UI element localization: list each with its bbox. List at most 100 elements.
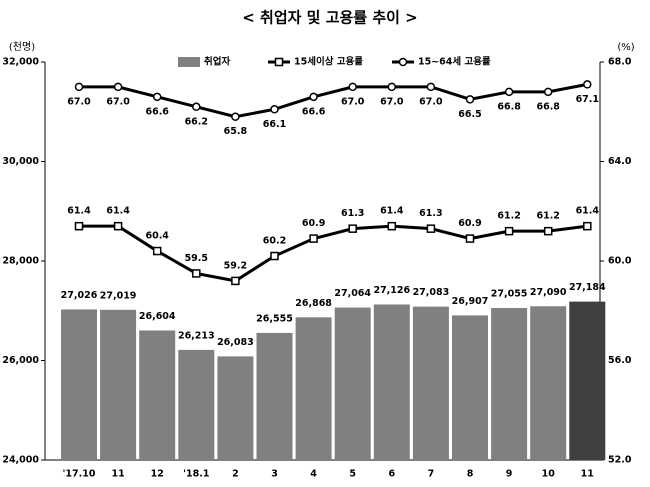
line-value-label: 59.5 [185, 253, 208, 264]
bar-value-label: 26,083 [217, 337, 254, 348]
line-value-label: 66.8 [536, 101, 560, 112]
marker [583, 221, 592, 231]
bar-value-label: 27,083 [413, 287, 450, 298]
line-value-label: 65.8 [224, 126, 248, 137]
marker [152, 246, 162, 256]
line-value-label: 60.9 [458, 218, 481, 229]
legend-marker [274, 57, 284, 67]
marker [583, 80, 592, 89]
line-value-label: 67.0 [341, 96, 365, 107]
marker [426, 224, 436, 233]
bar-value-label: 27,055 [491, 289, 528, 300]
y-tick-label: 26,000 [2, 355, 39, 366]
y-tick-label: 28,000 [2, 256, 39, 267]
line-value-label: 61.4 [67, 206, 91, 217]
bar-value-label: 27,184 [569, 282, 606, 293]
bar [217, 356, 254, 460]
marker [504, 87, 514, 97]
legend-label: 취업자 [204, 56, 230, 68]
bar [295, 317, 332, 460]
marker [113, 82, 123, 92]
x-tick-label: 6 [388, 469, 395, 480]
y2-tick-label: 68.0 [608, 57, 632, 68]
bar-value-label: 26,868 [295, 298, 332, 309]
line-value-label: 60.9 [302, 218, 325, 229]
bar [178, 349, 215, 460]
marker [270, 105, 279, 114]
x-tick-label: 8 [467, 469, 474, 480]
y2-tick-label: 52.0 [608, 455, 632, 466]
bar-value-label: 26,213 [178, 330, 215, 341]
marker [426, 82, 436, 92]
bar [256, 332, 293, 460]
marker [348, 224, 357, 233]
marker [152, 92, 162, 102]
line-value-label: 61.4 [106, 206, 130, 217]
marker [465, 95, 475, 104]
y-tick-label: 32,000 [2, 57, 39, 68]
line-value-label: 61.4 [380, 206, 404, 217]
x-tick-label: 11 [111, 469, 124, 480]
y-tick-label: 30,000 [2, 156, 39, 167]
x-tick-label: 7 [428, 469, 435, 480]
bar-value-label: 27,064 [334, 288, 371, 299]
marker [113, 221, 123, 231]
bar-value-label: 26,604 [139, 311, 176, 322]
line [79, 224, 588, 283]
x-tick-label: 12 [151, 469, 164, 480]
bar [61, 309, 97, 460]
bar [100, 309, 137, 460]
x-tick-label: 11 [581, 469, 594, 480]
bar-value-label: 27,126 [373, 285, 410, 296]
bar-value-label: 27,019 [100, 290, 137, 301]
marker [74, 82, 84, 92]
x-tick-label: 4 [310, 469, 317, 480]
y-tick-label: 24,000 [2, 455, 39, 466]
line-value-label: 59.2 [224, 260, 247, 271]
line-value-label: 67.1 [576, 94, 599, 105]
marker [387, 82, 397, 92]
legend-marker [398, 57, 408, 67]
marker [543, 226, 553, 236]
marker [465, 234, 475, 243]
y2-tick-label: 60.0 [608, 256, 632, 267]
line-value-label: 60.2 [263, 236, 286, 247]
line-value-label: 67.0 [67, 96, 91, 107]
marker [543, 87, 553, 97]
x-tick-label: 9 [506, 469, 513, 480]
line-value-label: 66.5 [458, 109, 481, 120]
bar [334, 307, 371, 460]
legend-swatch [178, 57, 200, 67]
x-tick-label: '17.10 [63, 469, 96, 480]
legend-label: 15세이상 고용률 [294, 56, 363, 68]
line-value-label: 66.6 [145, 106, 169, 117]
line-value-label: 67.0 [419, 96, 443, 107]
bar [139, 330, 176, 460]
line-value-label: 61.3 [419, 208, 442, 219]
x-tick-label: 10 [542, 469, 556, 480]
bar-value-label: 26,555 [256, 313, 293, 324]
bar-value-label: 26,907 [452, 296, 489, 307]
marker [309, 92, 318, 102]
line-value-label: 61.2 [497, 211, 520, 222]
line [79, 82, 588, 119]
chart-title: < 취업자 및 고용률 추이 > [242, 9, 417, 27]
bar-value-label: 27,026 [61, 290, 98, 301]
line-value-label: 67.0 [106, 96, 130, 107]
line-value-label: 66.2 [185, 116, 208, 127]
line-value-label: 60.4 [145, 231, 169, 242]
bar [373, 304, 410, 460]
line-value-label: 66.8 [497, 101, 521, 112]
y2-tick-label: 64.0 [608, 156, 632, 167]
legend-label: 15~64세 고용률 [418, 56, 491, 68]
y2-axis-label: (%) [617, 42, 634, 53]
x-tick-label: '18.1 [183, 469, 209, 480]
marker [231, 112, 240, 121]
bar [491, 308, 528, 460]
bar-value-label: 27,090 [530, 287, 567, 298]
x-tick-label: 5 [349, 469, 356, 480]
y-axis-label: (천명) [9, 41, 35, 53]
marker [387, 221, 397, 231]
marker [231, 276, 240, 286]
